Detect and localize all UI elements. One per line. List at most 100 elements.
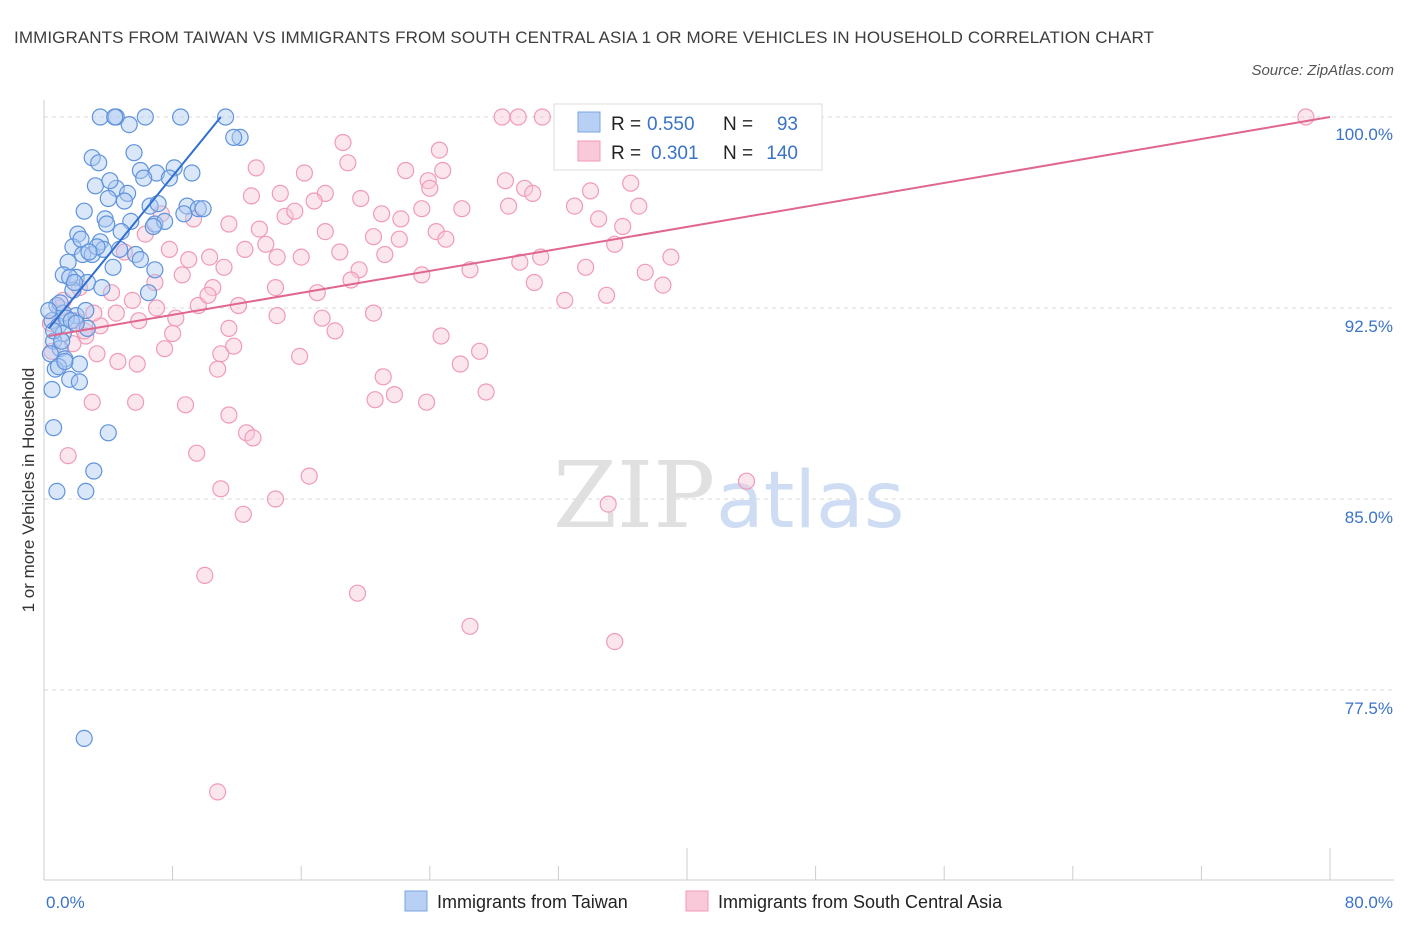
sca-point-91 xyxy=(188,444,206,462)
sca-point-97 xyxy=(234,505,252,523)
sca-point-37 xyxy=(364,228,383,246)
y-tick-label-100: 100.0% xyxy=(1335,125,1393,144)
taiwan-point-60 xyxy=(115,192,134,210)
sca-point-85 xyxy=(127,393,145,411)
taiwan-point-51 xyxy=(43,380,61,399)
trend-line-south-central-asia xyxy=(48,116,1331,337)
sca-point-137 xyxy=(662,248,680,266)
sca-point-138 xyxy=(247,159,265,177)
legend-n-value-taiwan: 93 xyxy=(777,114,798,135)
taiwan-point-58 xyxy=(194,200,212,218)
sca-point-88 xyxy=(220,406,238,424)
taiwan-point-64 xyxy=(183,164,201,182)
sca-point-31 xyxy=(437,230,455,248)
taiwan-point-81 xyxy=(98,215,116,233)
sca-point-122 xyxy=(102,284,121,302)
legend-n-label-sca: N = xyxy=(723,143,753,164)
bottom-legend-label-sca: Immigrants from South Central Asia xyxy=(718,892,1003,912)
sca-point-80 xyxy=(471,342,489,360)
taiwan-point-65 xyxy=(225,128,243,146)
sca-point-82 xyxy=(477,383,495,401)
sca-point-100 xyxy=(348,584,367,602)
taiwan-point-55 xyxy=(48,482,66,500)
taiwan-point-91 xyxy=(131,251,149,269)
sca-point-86 xyxy=(83,393,101,411)
sca-point-125 xyxy=(385,386,403,404)
sca-point-83 xyxy=(366,391,384,409)
sca-point-75 xyxy=(88,345,106,363)
sca-point-35 xyxy=(250,220,268,238)
taiwan-point-89 xyxy=(93,279,111,297)
sca-point-44 xyxy=(180,251,198,269)
sca-point-21 xyxy=(242,187,260,205)
sca-point-20 xyxy=(352,189,370,208)
taiwan-point-76 xyxy=(57,309,76,327)
sca-point-84 xyxy=(418,393,436,411)
sca-point-95 xyxy=(212,480,230,498)
sca-point-0 xyxy=(493,108,511,126)
taiwan-point-69 xyxy=(65,273,84,292)
sca-point-17 xyxy=(622,174,640,192)
legend-r-value-sca: 0.301 xyxy=(651,143,699,164)
taiwan-point-54 xyxy=(85,462,103,480)
sca-point-50 xyxy=(636,263,654,281)
taiwan-point-56 xyxy=(77,482,95,500)
taiwan-point-53 xyxy=(44,419,63,437)
sca-point-1 xyxy=(509,108,527,126)
sca-point-56 xyxy=(308,284,326,302)
bottom-legend-label-taiwan: Immigrants from Taiwan xyxy=(437,892,628,912)
taiwan-point-62 xyxy=(61,268,79,286)
sca-point-78 xyxy=(209,360,227,378)
taiwan-point-7 xyxy=(125,144,143,162)
taiwan-point-4 xyxy=(217,108,235,126)
taiwan-point-8 xyxy=(165,159,183,177)
x-tick-label-min: 0.0% xyxy=(46,893,85,912)
sca-point-72 xyxy=(156,340,174,358)
y-tick-label-85: 85.0% xyxy=(1345,508,1393,527)
taiwan-point-28 xyxy=(59,253,77,271)
sca-point-70 xyxy=(432,327,450,345)
y-tick-label-77-5: 77.5% xyxy=(1345,699,1393,718)
sca-point-129 xyxy=(115,243,134,261)
sca-point-53 xyxy=(266,279,285,297)
legend-n-value-sca: 140 xyxy=(766,143,798,164)
x-axis-ticks xyxy=(43,848,1331,880)
sca-point-98 xyxy=(599,495,617,513)
sca-point-109 xyxy=(461,261,479,279)
trend-line-taiwan xyxy=(48,116,222,330)
sca-point-108 xyxy=(390,230,408,248)
sca-point-103 xyxy=(209,783,227,801)
sca-point-134 xyxy=(511,253,529,271)
taiwan-point-79 xyxy=(144,217,162,236)
sca-point-92 xyxy=(59,447,77,465)
taiwan-point-63 xyxy=(135,169,153,187)
sca-point-135 xyxy=(556,291,574,309)
taiwan-point-80 xyxy=(175,205,193,223)
legend-r-label-sca: R = xyxy=(611,143,641,164)
taiwan-point-72 xyxy=(90,154,108,172)
taiwan-point-57 xyxy=(75,729,93,748)
sca-point-52 xyxy=(173,266,191,284)
sca-point-121 xyxy=(630,197,648,215)
sca-point-69 xyxy=(326,322,344,340)
taiwan-point-19 xyxy=(75,202,93,220)
taiwan-point-52 xyxy=(99,424,117,442)
sca-point-11 xyxy=(339,154,357,172)
sca-point-79 xyxy=(451,355,469,373)
sca-point-47 xyxy=(413,266,431,284)
series-taiwan xyxy=(40,108,249,748)
y-tick-label-92-5: 92.5% xyxy=(1345,317,1393,336)
correlation-legend: R = 0.550 N = 93 R = 0.301 N = 140 xyxy=(553,103,823,171)
taiwan-point-11 xyxy=(147,164,166,182)
sca-point-23 xyxy=(413,200,431,218)
taiwan-point-12 xyxy=(86,177,105,195)
sca-point-2 xyxy=(533,108,551,126)
x-tick-label-max: 80.0% xyxy=(1345,893,1393,912)
chart-source: Source: ZipAtlas.com xyxy=(1251,62,1394,79)
sca-point-111 xyxy=(597,286,616,304)
sca-point-118 xyxy=(434,161,452,180)
sca-point-40 xyxy=(292,248,310,266)
sca-point-76 xyxy=(109,352,127,371)
taiwan-point-70 xyxy=(77,301,95,320)
sca-point-18 xyxy=(271,184,289,202)
